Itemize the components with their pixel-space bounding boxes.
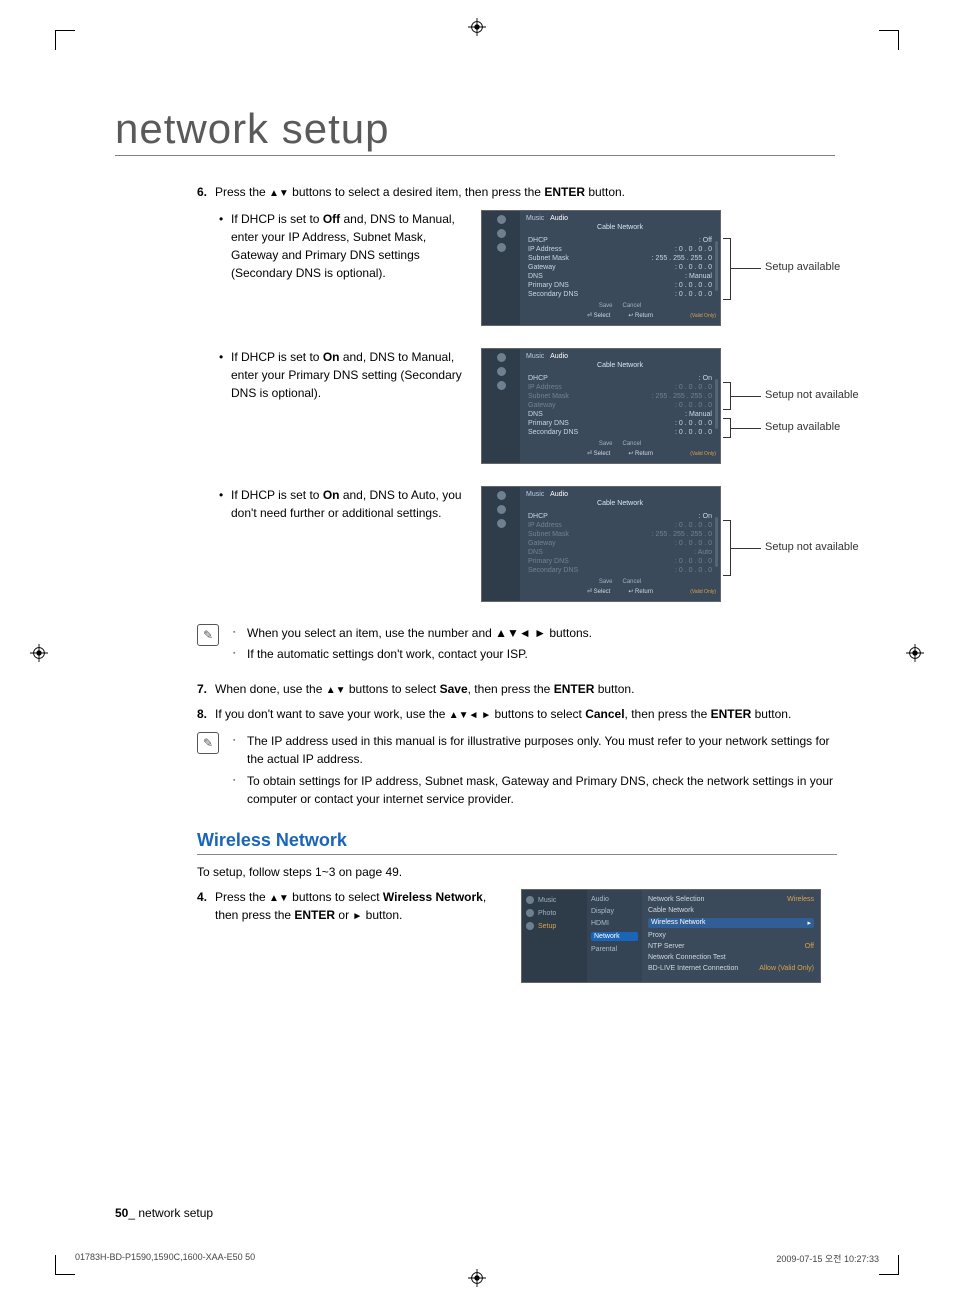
step-6: 6. Press the ▲▼ buttons to select a desi…	[197, 184, 837, 202]
crop-mark	[55, 1255, 75, 1275]
note-icon: ✎	[197, 624, 219, 646]
meta-footer: 01783H-BD-P1590,1590C,1600-XAA-E50 50 20…	[75, 1252, 879, 1265]
annotation-setup-not-available: Setup not available	[765, 541, 859, 553]
annotation-setup-not-available: Setup not available	[765, 389, 859, 401]
device-screenshot-2: Music Audio Cable Network DHCP: On IP Ad…	[481, 348, 837, 464]
device-screenshot-3: Music Audio Cable Network DHCP: On IP Ad…	[481, 486, 837, 602]
bullet-dhcp-off: If DHCP is set to Off and, DNS to Manual…	[197, 210, 467, 282]
crop-mark	[55, 30, 75, 50]
registration-mark-icon	[906, 644, 924, 662]
crop-mark	[879, 1255, 899, 1275]
setup-icon	[497, 243, 506, 252]
crop-mark	[879, 30, 899, 50]
note-icon: ✎	[197, 732, 219, 754]
bullet-dhcp-on-auto: If DHCP is set to On and, DNS to Auto, y…	[197, 486, 467, 522]
page-title: network setup	[115, 105, 835, 156]
music-icon	[526, 896, 534, 904]
annotation-setup-available: Setup available	[765, 421, 840, 433]
note-block: ✎ The IP address used in this manual is …	[197, 732, 837, 812]
step-4: 4. Press the ▲▼ buttons to select Wirele…	[197, 889, 507, 924]
wireless-intro: To setup, follow steps 1~3 on page 49.	[197, 865, 837, 879]
setup-icon	[526, 922, 534, 930]
device-screenshot-1: Music Audio Cable Network DHCP: Off IP A…	[481, 210, 837, 326]
step-7: 7. When done, use the ▲▼ buttons to sele…	[197, 681, 837, 699]
registration-mark-icon	[468, 18, 486, 36]
section-wireless-heading: Wireless Network	[197, 830, 837, 855]
photo-icon	[526, 909, 534, 917]
registration-mark-icon	[468, 1269, 486, 1287]
page-footer: 50_ network setup	[115, 1206, 213, 1220]
annotation-setup-available: Setup available	[765, 261, 840, 273]
music-icon	[497, 215, 506, 224]
step-8: 8. If you don't want to save your work, …	[197, 706, 837, 724]
registration-mark-icon	[30, 644, 48, 662]
photo-icon	[497, 229, 506, 238]
note-block: ✎ When you select an item, use the numbe…	[197, 624, 837, 667]
menu-screenshot: Music Photo Setup Audio Display HDMI Net…	[521, 889, 821, 983]
bullet-dhcp-on-manual: If DHCP is set to On and, DNS to Manual,…	[197, 348, 467, 402]
